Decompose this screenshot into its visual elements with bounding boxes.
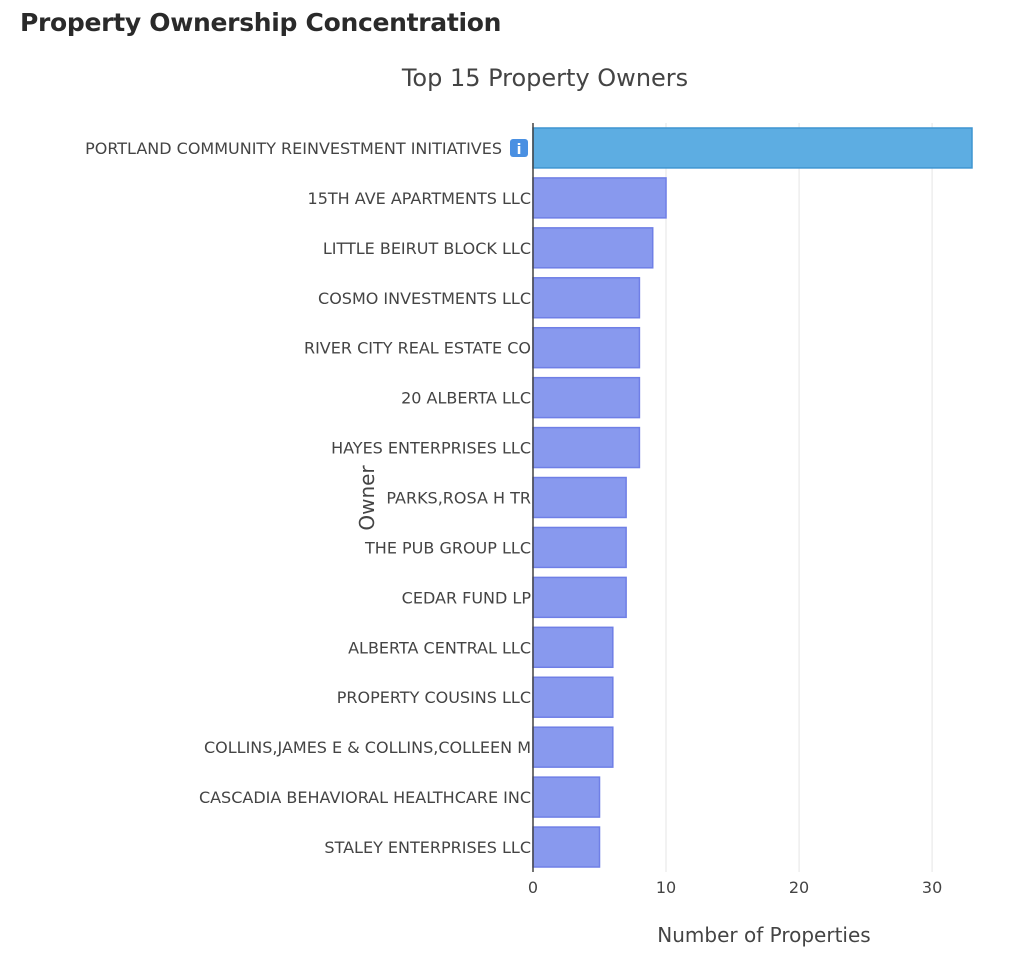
bar[interactable] [532, 326, 641, 369]
category-label: 15TH AVE APARTMENTS LLC [308, 189, 531, 208]
bars-group [532, 127, 973, 868]
category-label: 20 ALBERTA LLC [401, 389, 531, 408]
chart-title: Top 15 Property Owners [401, 64, 688, 92]
bar[interactable] [532, 776, 601, 818]
category-label: CEDAR FUND LP [402, 588, 532, 607]
bar[interactable] [532, 626, 614, 669]
bar[interactable] [532, 376, 641, 419]
category-label: THE PUB GROUP LLC [364, 538, 531, 557]
category-label: PORTLAND COMMUNITY REINVESTMENT INITIATI… [85, 139, 502, 158]
category-label: PARKS,ROSA H TR [386, 489, 531, 508]
category-label: CASCADIA BEHAVIORAL HEALTHCARE INC [199, 788, 531, 807]
category-label: LITTLE BEIRUT BLOCK LLC [323, 239, 531, 258]
x-axis-title: Number of Properties [657, 923, 870, 947]
bar[interactable] [532, 177, 667, 219]
category-label: ALBERTA CENTRAL LLC [348, 638, 531, 657]
info-icon[interactable]: i [510, 138, 528, 158]
category-label: RIVER CITY REAL ESTATE CO [304, 339, 531, 358]
x-tick-label: 0 [528, 878, 538, 897]
category-labels: i PORTLAND COMMUNITY REINVESTMENT INITIAT… [85, 138, 532, 857]
category-label: HAYES ENTERPRISES LLC [331, 439, 531, 458]
bar[interactable] [532, 676, 614, 718]
bar[interactable] [532, 227, 654, 269]
category-label: STALEY ENTERPRISES LLC [324, 838, 531, 857]
bar[interactable] [532, 476, 627, 519]
bar[interactable] [532, 426, 641, 469]
category-label: PROPERTY COUSINS LLC [337, 688, 531, 707]
category-label: COSMO INVESTMENTS LLC [318, 289, 531, 308]
bar[interactable] [532, 726, 614, 768]
x-tick-label: 20 [789, 878, 809, 897]
page-title: Property Ownership Concentration [20, 8, 502, 37]
bar[interactable] [532, 277, 641, 319]
bar[interactable] [532, 526, 627, 569]
bar[interactable] [532, 826, 601, 868]
bar[interactable] [532, 127, 973, 169]
y-axis-title: Owner [355, 465, 379, 531]
bar[interactable] [532, 576, 627, 619]
category-label: COLLINS,JAMES E & COLLINS,COLLEEN M [204, 738, 531, 757]
x-tick-labels: 0 10 20 30 [528, 878, 942, 897]
x-tick-label: 10 [656, 878, 676, 897]
x-tick-label: 30 [922, 878, 942, 897]
svg-text:i: i [517, 142, 522, 158]
grid-lines [665, 123, 933, 872]
